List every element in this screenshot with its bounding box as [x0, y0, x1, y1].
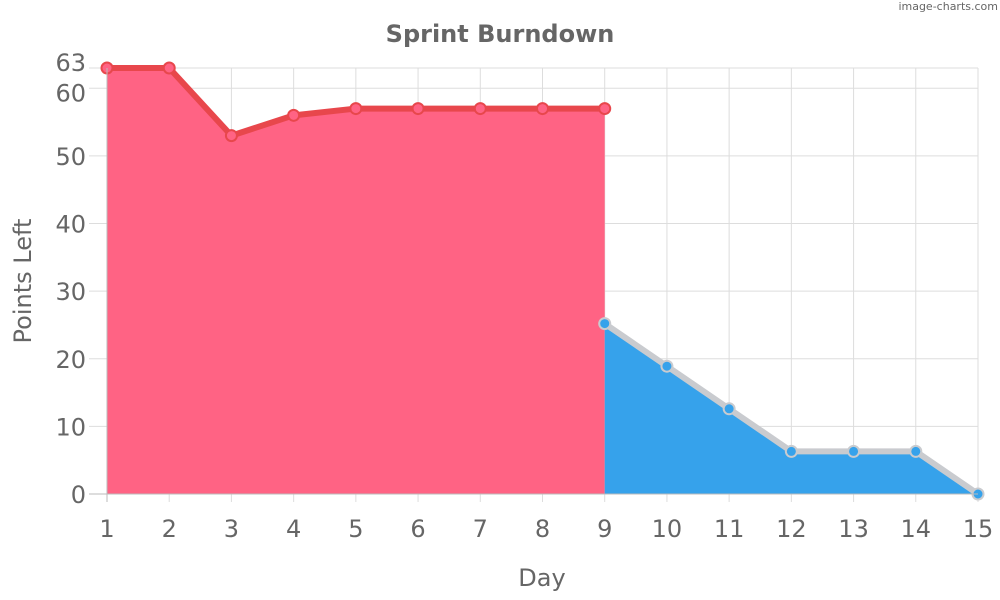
series-1-point [411, 102, 425, 116]
y-tick-label: 63 [55, 49, 86, 77]
x-tick-label: 8 [535, 515, 550, 543]
y-tick-label: 50 [55, 143, 86, 171]
y-axis-label: Points Left [9, 219, 37, 344]
x-tick-label: 9 [597, 515, 612, 543]
axes [89, 68, 978, 502]
x-tick-label: 2 [162, 515, 177, 543]
x-tick-label: 11 [714, 515, 745, 543]
series-2-point [598, 317, 612, 331]
series-1-point [162, 61, 176, 75]
x-tick-label: 1 [99, 515, 114, 543]
y-tick-label: 20 [55, 346, 86, 374]
x-tick-label: 15 [963, 515, 994, 543]
series-2-point [722, 402, 736, 416]
watermark-text: image-charts.com [898, 0, 998, 13]
y-tick-label: 10 [55, 413, 86, 441]
series-2-point [847, 444, 861, 458]
x-tick-label: 6 [410, 515, 425, 543]
series-2-point [909, 444, 923, 458]
series-1-point [536, 102, 549, 116]
x-tick-label: 14 [901, 515, 932, 543]
series-2-point [660, 359, 674, 373]
y-tick-label: 30 [55, 278, 86, 306]
series-1-area [107, 68, 605, 494]
x-tick-label: 12 [776, 515, 807, 543]
series-1-point [287, 108, 301, 122]
series-1-point [349, 102, 363, 116]
x-tick-label: 7 [473, 515, 488, 543]
x-tick-label: 13 [838, 515, 869, 543]
x-tick-label: 5 [348, 515, 363, 543]
x-tick-label: 10 [652, 515, 683, 543]
x-tick-labels: 1 2 3 4 5 6 7 8 9 10 11 12 13 14 15 [99, 515, 993, 543]
series-1-point [473, 102, 487, 116]
series-2-point [784, 444, 798, 458]
series-1-point [224, 129, 238, 143]
x-axis-label: Day [518, 564, 565, 592]
x-tick-label: 3 [224, 515, 239, 543]
y-tick-label: 40 [55, 211, 86, 239]
series-1-point [598, 102, 612, 116]
x-tick-label: 4 [286, 515, 301, 543]
y-tick-label: 60 [55, 79, 86, 107]
data-points [100, 61, 985, 501]
chart-title: Sprint Burndown [386, 20, 615, 48]
y-tick-label: 0 [71, 481, 86, 509]
